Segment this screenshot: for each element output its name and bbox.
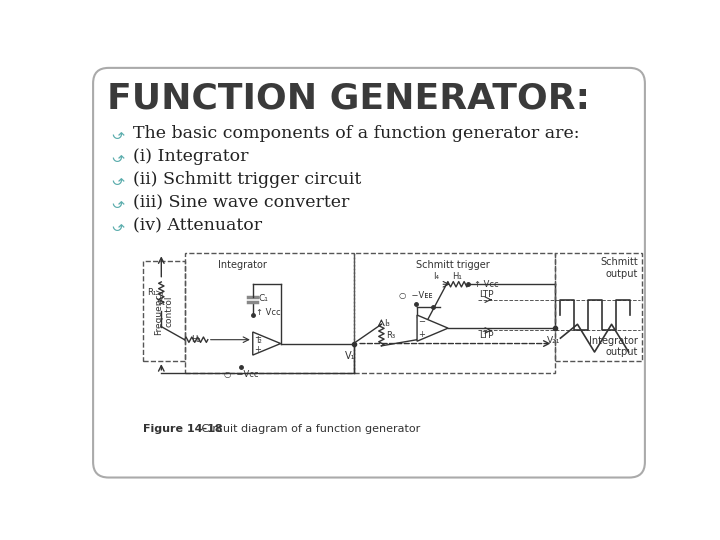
FancyBboxPatch shape — [93, 68, 645, 477]
Text: Frequency
control: Frequency control — [154, 288, 174, 335]
Text: LTP: LTP — [479, 290, 493, 299]
Text: V₁: V₁ — [157, 298, 166, 307]
Text: Schmitt
output: Schmitt output — [600, 257, 638, 279]
Text: ↑ Vᴄᴄ: ↑ Vᴄᴄ — [256, 308, 281, 316]
Text: ↶: ↶ — [112, 194, 125, 209]
Text: (iv) Attenuator: (iv) Attenuator — [132, 217, 262, 234]
Text: V₁: V₁ — [345, 351, 356, 361]
Text: ○  −Vᴄᴄ: ○ −Vᴄᴄ — [224, 370, 258, 379]
Text: Schmitt trigger: Schmitt trigger — [416, 260, 490, 269]
Text: Integrator
output: Integrator output — [589, 336, 638, 357]
Text: C₁: C₁ — [259, 294, 269, 302]
Text: ↶: ↶ — [112, 171, 125, 186]
Text: R₁: R₁ — [148, 288, 157, 297]
Text: +: + — [418, 330, 425, 339]
Text: I₂: I₂ — [256, 336, 262, 345]
Text: −: − — [418, 317, 426, 326]
Text: ○  −Vᴇᴇ: ○ −Vᴇᴇ — [399, 292, 432, 300]
Text: ↶: ↶ — [112, 125, 125, 140]
Text: R₃: R₃ — [386, 330, 395, 340]
Text: V₂₁: V₂₁ — [546, 336, 560, 345]
Text: I₄: I₄ — [433, 272, 438, 281]
Text: ↶: ↶ — [112, 148, 125, 163]
Text: The basic components of a function generator are:: The basic components of a function gener… — [132, 125, 579, 142]
Text: +: + — [254, 345, 261, 354]
Text: (ii) Schmitt trigger circuit: (ii) Schmitt trigger circuit — [132, 171, 361, 188]
Text: −: − — [254, 333, 261, 342]
Polygon shape — [253, 332, 281, 355]
Text: H₂: H₂ — [192, 335, 201, 345]
Text: LTP: LTP — [479, 331, 493, 340]
Polygon shape — [417, 315, 448, 341]
Text: (i) Integrator: (i) Integrator — [132, 148, 248, 165]
Text: FUNCTION GENERATOR:: FUNCTION GENERATOR: — [107, 82, 590, 116]
Text: ↶: ↶ — [112, 217, 125, 232]
Text: ↑ Vᴄᴄ: ↑ Vᴄᴄ — [474, 280, 498, 289]
Text: Integrator: Integrator — [218, 260, 266, 269]
Text: H₁: H₁ — [452, 272, 462, 281]
Text: (iii) Sine wave converter: (iii) Sine wave converter — [132, 194, 349, 211]
Text: I₃: I₃ — [384, 319, 390, 328]
Text: Figure 14-18: Figure 14-18 — [143, 424, 222, 434]
Text: Circuit diagram of a function generator: Circuit diagram of a function generator — [191, 424, 420, 434]
